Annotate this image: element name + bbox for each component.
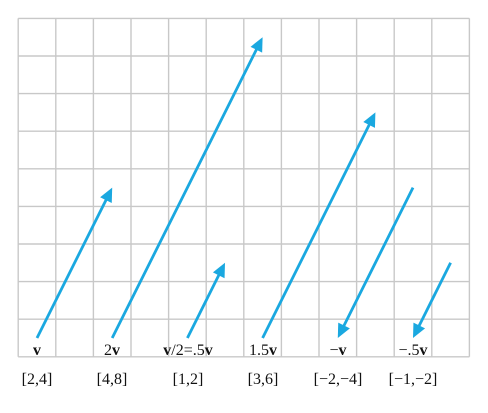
arrow-head xyxy=(363,112,376,128)
arrow-v xyxy=(35,187,113,339)
grid xyxy=(17,17,471,358)
arrow-shaft xyxy=(261,122,372,339)
label-v: v xyxy=(33,342,41,359)
arrow-2v xyxy=(110,37,263,339)
arrow-head xyxy=(413,322,426,338)
label-neg-half-v: −.5v xyxy=(398,342,427,359)
components-2v: [4,8] xyxy=(97,371,128,388)
label-v-half: v/2=.5v xyxy=(163,342,212,359)
arrow-neg-v xyxy=(337,186,415,338)
components-neg-half-v: [−1,−2] xyxy=(389,371,438,388)
arrow-neg-half-v xyxy=(413,262,452,338)
label-1.5v: 1.5v xyxy=(249,342,277,359)
components-1.5v: [3,6] xyxy=(248,371,279,388)
arrow-shaft xyxy=(35,197,109,339)
arrow-1.5v xyxy=(261,112,376,339)
vector-labels: v 2v v/2=.5v 1.5v −v −.5v [2,4] [4,8] [1… xyxy=(22,342,438,388)
arrow-head xyxy=(337,322,350,338)
label-2v: 2v xyxy=(104,342,120,359)
arrow-head xyxy=(250,37,263,53)
vector-arrows xyxy=(35,37,452,339)
arrow-shaft xyxy=(417,262,452,328)
arrow-v-half xyxy=(186,262,225,339)
label-neg-v: −v xyxy=(329,342,346,359)
arrow-head xyxy=(100,187,113,204)
arrow-head xyxy=(212,262,225,279)
arrow-shaft xyxy=(186,272,221,339)
components-v: [2,4] xyxy=(22,371,53,388)
components-v-half: [1,2] xyxy=(173,371,204,388)
components-neg-v: [−2,−4] xyxy=(314,371,363,388)
arrow-shaft xyxy=(341,186,415,328)
arrow-shaft xyxy=(110,47,259,339)
